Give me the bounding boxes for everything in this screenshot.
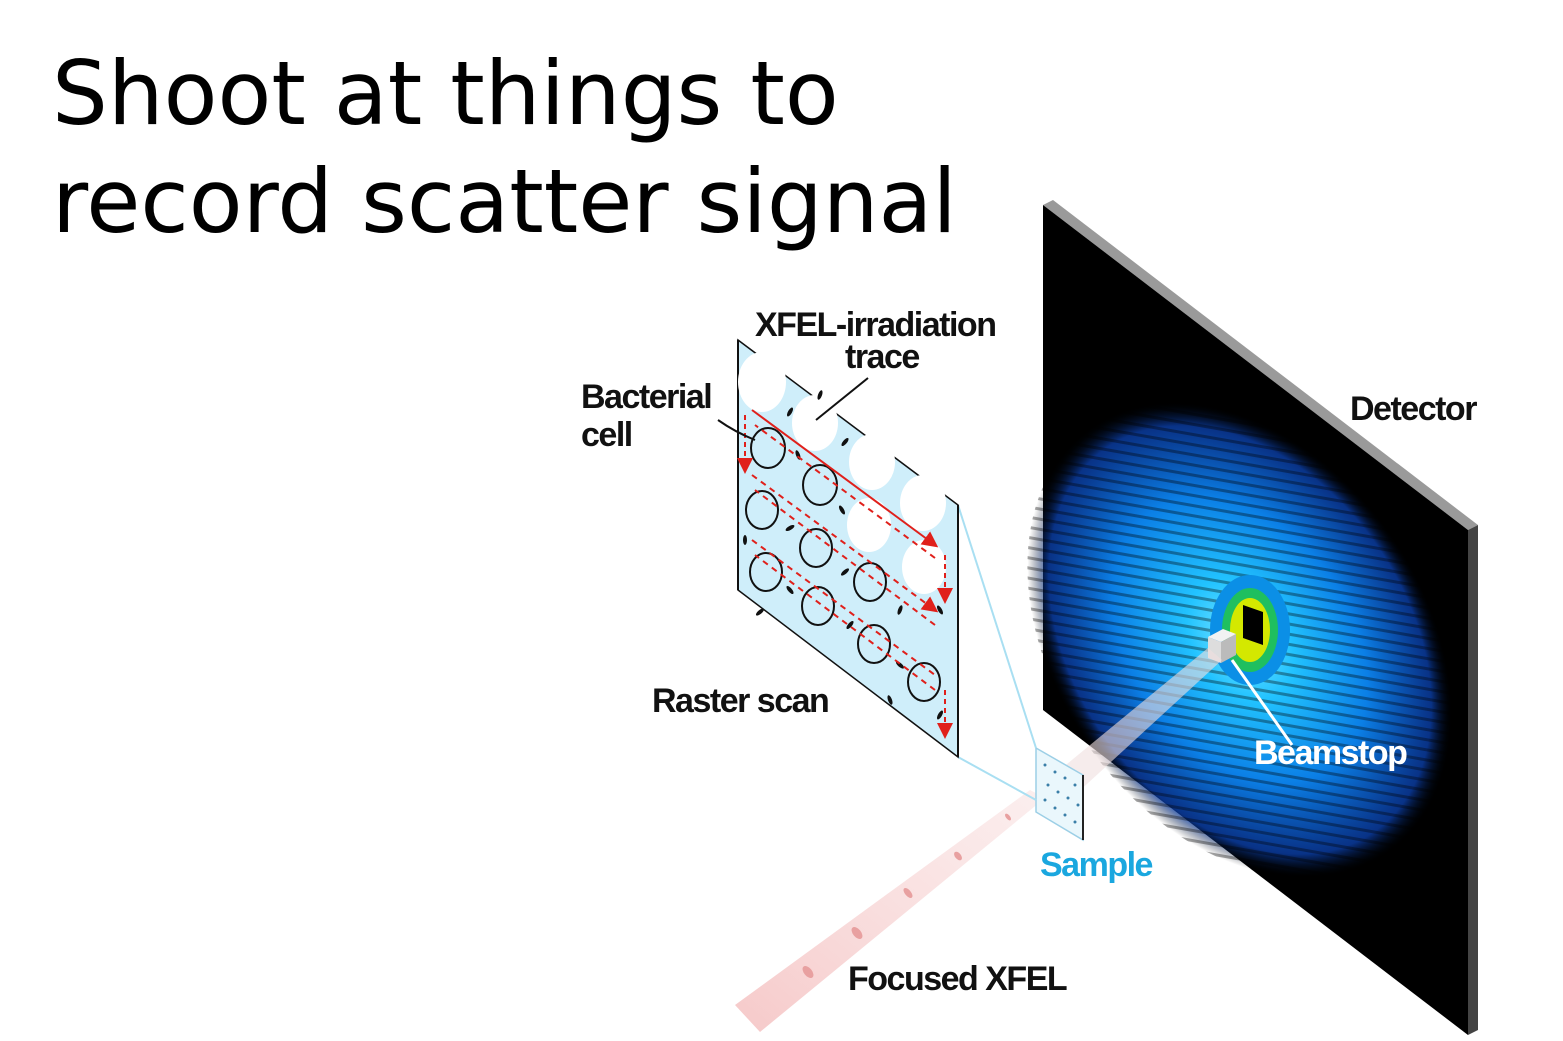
sample-panel — [1035, 746, 1084, 842]
small-particles — [743, 390, 944, 720]
label-beamstop: Beamstop — [1254, 734, 1407, 772]
zoom-line-top — [957, 504, 1037, 749]
detector-top-edge — [1043, 200, 1478, 530]
label-bacterial-1: Bacterial — [581, 378, 711, 416]
slide-title-line-1: Shoot at things to — [52, 42, 839, 145]
label-sample: Sample — [1040, 846, 1153, 884]
label-xfel-trace-1: XFEL-irradiation — [755, 306, 995, 344]
bacterial-leader — [717, 419, 756, 441]
beamstop-block — [1243, 605, 1263, 645]
raster-panel — [737, 338, 959, 759]
label-detector: Detector — [1350, 390, 1477, 428]
scattered-beam — [1050, 648, 1222, 795]
label-raster-scan: Raster scan — [652, 682, 828, 720]
label-focused-xfel: Focused XFEL — [848, 960, 1067, 998]
raster-arrows — [737, 409, 953, 739]
zoom-line-bottom — [957, 756, 1037, 801]
label-xfel-trace-2: trace — [845, 338, 919, 376]
irradiation-traces — [738, 352, 946, 594]
slide-title: Shoot at things to record scatter signal — [52, 40, 957, 256]
diagram-labels: XFEL-irradiation trace Bacterial cell De… — [581, 306, 1479, 998]
xfel-trace-leader — [815, 377, 869, 421]
bacterial-cells — [745, 427, 941, 702]
focused-xfel-beam — [735, 790, 1045, 1032]
beamstop-leader — [1230, 659, 1294, 746]
slide-title-line-2: record scatter signal — [52, 150, 957, 253]
label-bacterial-2: cell — [581, 416, 632, 454]
detector — [1027, 200, 1478, 1035]
detector-side-edge — [1468, 525, 1478, 1035]
